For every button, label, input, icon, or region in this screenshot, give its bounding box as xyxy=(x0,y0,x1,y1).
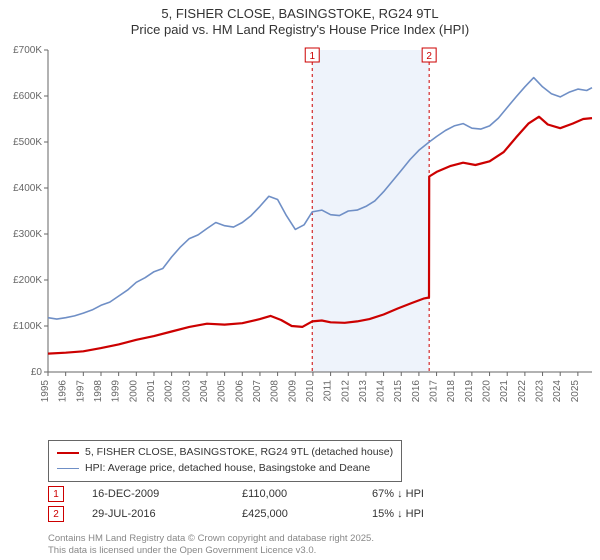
license-line1: Contains HM Land Registry data © Crown c… xyxy=(48,533,374,544)
legend: 5, FISHER CLOSE, BASINGSTOKE, RG24 9TL (… xyxy=(48,440,402,482)
svg-text:£0: £0 xyxy=(31,367,43,378)
event-row: 2 29-JUL-2016 £425,000 15% ↓ HPI xyxy=(48,506,424,522)
svg-text:1995: 1995 xyxy=(40,380,51,403)
svg-text:2011: 2011 xyxy=(323,380,334,402)
svg-text:2008: 2008 xyxy=(270,380,281,403)
svg-text:£500K: £500K xyxy=(13,137,42,148)
svg-text:2000: 2000 xyxy=(128,380,139,403)
svg-text:£300K: £300K xyxy=(13,229,42,240)
svg-text:2005: 2005 xyxy=(217,380,228,403)
title-line2: Price paid vs. HM Land Registry's House … xyxy=(0,22,600,38)
title-block: 5, FISHER CLOSE, BASINGSTOKE, RG24 9TL P… xyxy=(0,0,600,39)
event-hpi-2: 15% ↓ HPI xyxy=(372,508,424,520)
svg-text:2020: 2020 xyxy=(482,380,493,403)
event-date-2: 29-JUL-2016 xyxy=(92,508,242,520)
legend-label-2: HPI: Average price, detached house, Basi… xyxy=(85,461,370,477)
svg-text:2024: 2024 xyxy=(552,380,563,403)
event-marker-1: 1 xyxy=(48,486,64,502)
svg-text:2012: 2012 xyxy=(340,380,351,403)
svg-text:1: 1 xyxy=(309,51,315,62)
svg-text:1997: 1997 xyxy=(75,380,86,403)
event-price-2: £425,000 xyxy=(242,508,372,520)
svg-text:2021: 2021 xyxy=(499,380,510,403)
legend-swatch-2 xyxy=(57,468,79,469)
legend-swatch-1 xyxy=(57,452,79,454)
event-price-1: £110,000 xyxy=(242,488,372,500)
svg-text:£100K: £100K xyxy=(13,321,42,332)
event-row: 1 16-DEC-2009 £110,000 67% ↓ HPI xyxy=(48,486,424,502)
svg-text:£600K: £600K xyxy=(13,91,42,102)
svg-text:1996: 1996 xyxy=(58,380,69,403)
svg-text:2013: 2013 xyxy=(358,380,369,403)
svg-text:2003: 2003 xyxy=(181,380,192,403)
license-line2: This data is licensed under the Open Gov… xyxy=(48,545,374,556)
chart-container: 5, FISHER CLOSE, BASINGSTOKE, RG24 9TL P… xyxy=(0,0,600,560)
svg-text:2017: 2017 xyxy=(429,380,440,403)
svg-text:2: 2 xyxy=(426,51,432,62)
svg-text:2006: 2006 xyxy=(234,380,245,403)
event-hpi-1: 67% ↓ HPI xyxy=(372,488,424,500)
svg-text:2015: 2015 xyxy=(393,380,404,403)
event-table: 1 16-DEC-2009 £110,000 67% ↓ HPI 2 29-JU… xyxy=(48,486,424,526)
svg-text:2018: 2018 xyxy=(446,380,457,403)
svg-text:2004: 2004 xyxy=(199,380,210,403)
legend-label-1: 5, FISHER CLOSE, BASINGSTOKE, RG24 9TL (… xyxy=(85,445,393,461)
svg-text:£700K: £700K xyxy=(13,45,42,56)
legend-row: HPI: Average price, detached house, Basi… xyxy=(57,461,393,477)
svg-text:1998: 1998 xyxy=(93,380,104,403)
svg-text:2010: 2010 xyxy=(305,380,316,403)
event-date-1: 16-DEC-2009 xyxy=(92,488,242,500)
svg-text:2016: 2016 xyxy=(411,380,422,403)
svg-text:1999: 1999 xyxy=(111,380,122,403)
svg-text:2001: 2001 xyxy=(146,380,157,403)
svg-text:2019: 2019 xyxy=(464,380,475,403)
chart-svg: £0 £100K £200K £300K £400K £500K £600K £700K 199… xyxy=(0,42,600,432)
svg-text:2023: 2023 xyxy=(535,380,546,403)
svg-text:2022: 2022 xyxy=(517,380,528,403)
svg-text:2007: 2007 xyxy=(252,380,263,403)
svg-text:£400K: £400K xyxy=(13,183,42,194)
svg-text:£200K: £200K xyxy=(13,275,42,286)
license-text: Contains HM Land Registry data © Crown c… xyxy=(48,533,374,556)
event-marker-2: 2 xyxy=(48,506,64,522)
title-line1: 5, FISHER CLOSE, BASINGSTOKE, RG24 9TL xyxy=(0,6,600,22)
svg-text:2009: 2009 xyxy=(287,380,298,403)
chart-area: £0 £100K £200K £300K £400K £500K £600K £700K 199… xyxy=(0,42,600,432)
legend-row: 5, FISHER CLOSE, BASINGSTOKE, RG24 9TL (… xyxy=(57,445,393,461)
svg-text:2025: 2025 xyxy=(570,380,581,403)
svg-text:2014: 2014 xyxy=(376,380,387,403)
svg-text:2002: 2002 xyxy=(164,380,175,403)
